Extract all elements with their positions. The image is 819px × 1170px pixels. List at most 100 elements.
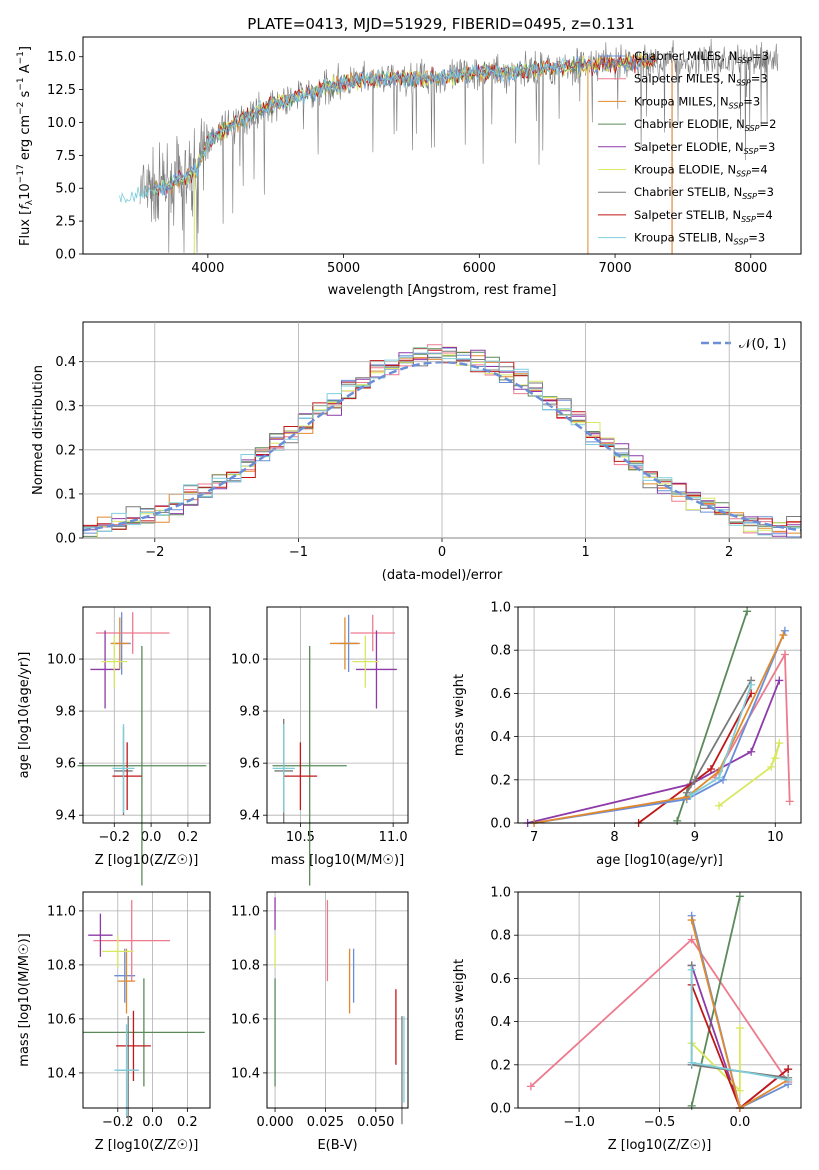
y-tick-label: 0.0: [55, 248, 76, 263]
y-tick-label: 9.4: [239, 809, 260, 824]
panel-frame: [517, 606, 802, 824]
legend-entry-label: Salpeter STELIB, NSSP=4: [634, 208, 773, 224]
spectrum-frame: [82, 36, 802, 255]
mass-weight-point-marker: [784, 1065, 793, 1074]
x-tick-label: −1.0: [563, 1115, 595, 1130]
y-tick-label: 15.0: [47, 50, 76, 65]
mass-weight-series-line: [690, 896, 741, 1107]
y-tick-label: 0.0: [55, 532, 76, 547]
y-tick-label: 0.1: [55, 487, 76, 502]
x-tick-label: 6000: [463, 261, 496, 276]
y-tick-label: 0.4: [490, 1015, 511, 1030]
y-tick-label: 0.6: [490, 687, 511, 702]
spectrum-axes: 4000 5000 6000 7000 8000 0.0 2.5 5.0 7.5 10.0 12.5…: [47, 50, 767, 276]
spectrum-legend: Chabrier MILES, NSSP=3 Salpeter MILES, NS…: [598, 49, 776, 247]
legend-entry-label: Salpeter MILES, NSSP=3: [634, 72, 768, 88]
mass-weight-point-marker: [735, 1086, 744, 1095]
mass-weight-point-marker: [780, 650, 789, 659]
residual-legend: 𝒩(0, 1): [701, 337, 786, 352]
x-tick-label: 8: [610, 830, 618, 845]
mass-weight-point-marker: [735, 1024, 744, 1033]
mass-weight-point-marker: [779, 631, 788, 640]
y-tick-label: 10.6: [47, 1012, 76, 1027]
y-tick-label: 1.0: [490, 886, 511, 901]
residual-panel: 𝒩(0, 1) −2 −1 0 1 2 0.0 0.1 0.2 0.3 0.4 (data-mod…: [31, 321, 802, 583]
spectrum-title: PLATE=0413, MJD=51929, FIBERID=0495, z=0…: [247, 15, 634, 33]
y-tick-label: 9.6: [239, 757, 260, 772]
x-tick-label: 0.050: [357, 1115, 394, 1130]
mass-weight-point-marker: [682, 788, 691, 797]
mass-weight-point-marker: [526, 1082, 535, 1091]
spectrum-panel: Chabrier MILES, NSSP=3 Salpeter MILES, NS…: [16, 36, 802, 298]
x-tick-label: 1: [581, 545, 589, 560]
x-tick-label: 4000: [191, 261, 224, 276]
y-tick-label: 0.2: [490, 1058, 511, 1073]
legend-entry-label: Kroupa MILES, NSSP=3: [634, 94, 760, 110]
mass-weight-point-marker: [775, 739, 784, 748]
mass-weight-point-marker: [747, 747, 756, 756]
y-tick-label: 0.6: [490, 972, 511, 987]
mass-weight-point-marker: [687, 916, 696, 925]
mass-weight-point-marker: [687, 1101, 696, 1110]
x-tick-label: 7: [530, 830, 538, 845]
x-tick-label: 0.000: [256, 1115, 293, 1130]
mass-weight-point-marker: [673, 816, 682, 825]
y-tick-label: 0.4: [55, 355, 76, 370]
panel-xlabel: age [log10(age/yr)]: [596, 853, 723, 868]
y-tick-label: 10.4: [231, 1066, 260, 1081]
y-tick-label: 11.0: [47, 904, 76, 919]
mass-weight-series-line: [527, 680, 781, 824]
y-tick-label: 9.8: [239, 705, 260, 720]
x-tick-label: 0.2: [177, 1115, 198, 1130]
x-tick-label: −0.2: [99, 830, 131, 845]
y-tick-label: 12.5: [47, 83, 76, 98]
x-tick-label: 0.2: [178, 830, 199, 845]
panel-age_vs_metallicity: −0.2 0.0 0.2 9.4 9.6 9.8 10.0 Z [log10(Z/Z☉)] ag…: [17, 606, 211, 886]
y-tick-label: 7.5: [55, 149, 76, 164]
spectrum-xlabel: wavelength [Angstrom, rest frame]: [328, 283, 557, 298]
x-tick-label: 7000: [599, 261, 632, 276]
y-tick-label: 10.4: [47, 1066, 76, 1081]
mass-weight-point-marker: [687, 935, 696, 944]
x-tick-label: 11.0: [379, 830, 408, 845]
x-tick-label: −0.2: [102, 1115, 134, 1130]
panel-mass_weight_vs_age: 7 8 9 10 0.0 0.2 0.4 0.6 0.8 1.0 age [log10(age/yr…: [452, 601, 802, 868]
y-tick-label: 5.0: [55, 182, 76, 197]
y-tick-label: 10.8: [47, 958, 76, 973]
mass-weight-point-marker: [686, 790, 695, 799]
mass-weight-point-marker: [747, 680, 756, 689]
residual-xlabel: (data-model)/error: [382, 568, 503, 583]
legend-entry-label: Chabrier MILES, NSSP=3: [634, 49, 769, 65]
y-tick-label: 0.0: [490, 1102, 511, 1117]
age_vs_mass-marks: [272, 614, 397, 886]
mass-weight-point-marker: [687, 965, 696, 974]
x-tick-label: −1: [289, 545, 308, 560]
x-tick-label: 0.0: [141, 830, 162, 845]
residual-axes: −2 −1 0 1 2 0.0 0.1 0.2 0.3 0.4: [55, 322, 801, 560]
panel-ylabel: mass [log10(M/M☉)]: [17, 933, 32, 1066]
spectrum-marks: [119, 38, 779, 254]
panel-frame: [82, 606, 211, 824]
panel-ylabel: mass weight: [452, 674, 467, 756]
x-tick-label: 0: [438, 545, 446, 560]
panel-ylabel: age [log10(age/yr)]: [17, 652, 32, 779]
panel-xlabel: E(B-V): [317, 1138, 357, 1153]
panel-age_vs_mass: 10.5 11.0 9.4 9.6 9.8 10.0 mass [log10(M/M☉)]: [231, 606, 409, 886]
mass-weight-point-marker: [780, 626, 789, 635]
legend-entry-label: Kroupa STELIB, NSSP=3: [634, 231, 765, 247]
legend-entry-label: Kroupa ELODIE, NSSP=4: [634, 163, 768, 179]
panel-xlabel: Z [log10(Z/Z☉)]: [95, 853, 199, 868]
mass-weight-point-marker: [771, 754, 780, 763]
y-tick-label: 10.8: [231, 958, 260, 973]
x-tick-label: 0.0: [730, 1115, 751, 1130]
x-tick-label: 10.5: [286, 830, 315, 845]
panel-ylabel: mass weight: [452, 959, 467, 1041]
y-tick-label: 10.0: [47, 116, 76, 131]
mass-weight-point-marker: [775, 676, 784, 685]
panel-mass_vs_metallicity: −0.2 0.0 0.2 10.4 10.6 10.8 11.0 Z [log10(Z/Z☉)…: [17, 891, 211, 1153]
legend-entry-label: Chabrier STELIB, NSSP=3: [634, 185, 774, 201]
mass-weight-series-line: [533, 630, 786, 824]
mass-weight-point-marker: [687, 1058, 696, 1067]
y-tick-label: 0.3: [55, 399, 76, 414]
